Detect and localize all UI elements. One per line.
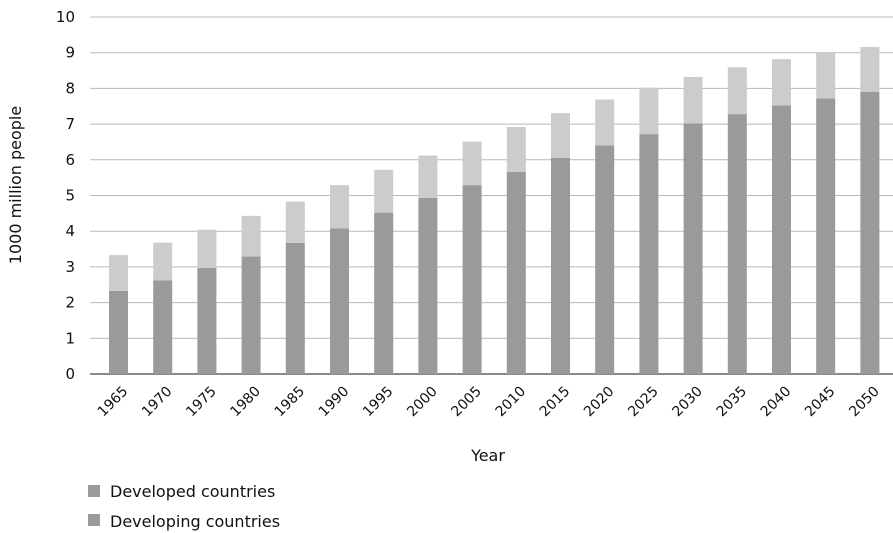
bar-developed [462, 141, 482, 186]
legend-swatch-developed [88, 485, 100, 497]
bar-developed [506, 126, 526, 172]
gridlines [90, 16, 893, 375]
bar-developed [595, 99, 615, 146]
bar-developing [860, 91, 880, 374]
bar-developed [683, 76, 703, 124]
x-tick-label: 1970 [139, 384, 176, 421]
y-tick-label: 8 [65, 79, 75, 97]
y-axis-ticks: 0 1 2 3 4 5 6 7 8 9 10 [56, 8, 75, 383]
bar-developing [153, 280, 173, 374]
y-tick-label: 10 [56, 8, 75, 26]
bar-developing [772, 105, 791, 374]
bar-developing [241, 256, 261, 374]
bar-developing [330, 228, 349, 374]
legend-label-developed: Developed countries [110, 482, 275, 501]
x-tick-label: 2020 [581, 384, 618, 421]
bar-developing [639, 134, 659, 374]
legend-label-developing: Developing countries [110, 512, 280, 531]
y-tick-label: 2 [65, 294, 75, 312]
bar-developing [683, 123, 703, 374]
bar-developing [462, 185, 482, 374]
y-tick-label: 0 [65, 365, 75, 383]
bars [109, 46, 880, 375]
bar-developing [197, 267, 217, 374]
bar-developing [816, 98, 836, 375]
bar-developing [418, 197, 438, 374]
x-tick-label: 2010 [493, 384, 530, 421]
y-tick-label: 7 [65, 115, 75, 133]
x-tick-label: 2025 [625, 384, 662, 421]
bar-developing [374, 212, 394, 374]
bar-developed [816, 51, 836, 99]
legend-swatch-developing [88, 514, 100, 526]
bar-developing [727, 114, 747, 374]
bar-developed [639, 87, 659, 135]
y-axis-title: 1000 million people [6, 106, 25, 264]
bar-developed [153, 242, 173, 281]
legend: Developed countries Developing countries [88, 482, 280, 531]
x-tick-label: 1980 [227, 384, 264, 421]
bar-developed [330, 185, 349, 229]
bar-developed [551, 113, 570, 159]
bar-developed [418, 155, 438, 198]
bar-developed [197, 229, 217, 268]
x-tick-label: 1990 [316, 384, 353, 421]
x-tick-label: 2000 [404, 384, 441, 421]
y-tick-label: 3 [65, 258, 75, 276]
x-tick-label: 1965 [95, 384, 132, 421]
x-tick-label: 2035 [714, 384, 751, 421]
x-tick-label: 2045 [802, 384, 839, 421]
y-tick-label: 5 [65, 187, 75, 205]
bar-developing [109, 290, 128, 374]
y-tick-label: 9 [65, 44, 75, 62]
y-tick-label: 4 [65, 222, 75, 240]
x-tick-label: 2015 [537, 384, 574, 421]
bar-developing [506, 171, 526, 374]
x-tick-label: 2005 [448, 384, 485, 421]
bar-developing [551, 158, 570, 374]
x-tick-label: 2040 [758, 384, 795, 421]
bar-developed [285, 201, 305, 243]
bar-developing [595, 145, 615, 374]
bar-developing [285, 242, 305, 374]
y-tick-label: 6 [65, 151, 75, 169]
x-tick-label: 1995 [360, 384, 397, 421]
bar-developed [860, 46, 880, 92]
x-axis-title: Year [470, 446, 505, 465]
bar-developed [109, 255, 128, 291]
x-tick-label: 2030 [669, 384, 706, 421]
bar-developed [727, 67, 747, 115]
bar-developed [241, 215, 261, 257]
x-tick-label: 2050 [846, 384, 883, 421]
y-tick-label: 1 [65, 329, 75, 347]
bar-developed [374, 169, 394, 213]
x-tick-label: 1985 [272, 384, 309, 421]
bar-developed [772, 59, 791, 106]
x-tick-label: 1975 [183, 384, 220, 421]
x-axis-ticks: 1965 1970 1975 1980 1985 1990 1995 2000 2005 2010… [95, 384, 883, 421]
